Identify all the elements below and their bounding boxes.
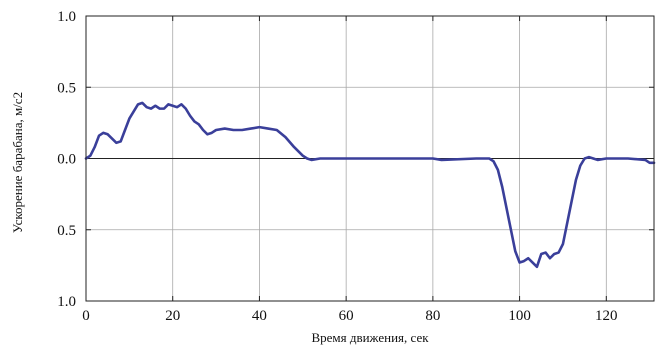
y-tick-label: 0.5: [57, 80, 76, 96]
x-tick-label: 20: [165, 308, 180, 324]
y-tick-labels: 1.0 0.5 0.0 0.5 1.0: [57, 9, 76, 310]
x-tick-label: 0: [82, 308, 90, 324]
x-tick-label: 100: [508, 308, 531, 324]
x-tick-label: 120: [595, 308, 618, 324]
series-line: [84, 101, 656, 269]
y-tick-label: 0.5: [57, 223, 76, 239]
x-tick-label: 40: [252, 308, 267, 324]
y-axis-label: Ускорение барабана, м/с2: [10, 92, 25, 233]
y-tick-label: 0.0: [57, 152, 76, 168]
y-tick-label: 1.0: [57, 9, 76, 25]
plot-frame: [85, 15, 655, 302]
x-tick-label: 80: [425, 308, 440, 324]
x-tick-labels: 0 20 40 60 80 100 120: [82, 308, 617, 324]
y-tick-label: 1.0: [57, 294, 76, 310]
x-axis-label: Время движения, сек: [311, 330, 429, 345]
x-tick-label: 60: [339, 308, 354, 324]
